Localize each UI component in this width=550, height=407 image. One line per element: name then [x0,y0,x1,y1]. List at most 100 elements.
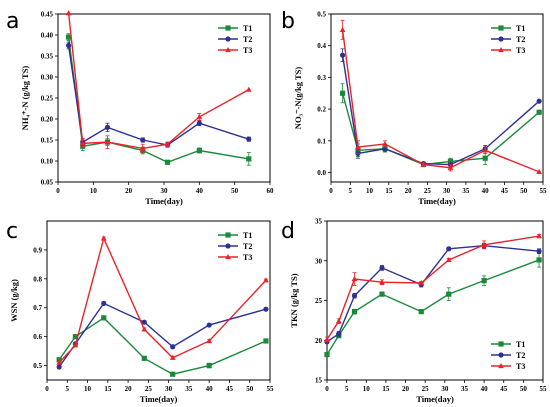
series-T2 [66,41,252,148]
series-line [67,45,250,146]
x-tick-label: 40 [481,385,489,393]
y-tick-label: 35 [315,218,323,226]
data-point [263,277,269,283]
data-point [100,235,107,241]
chart-panel-b: b 0 5 10 15 20 25 30 35 40 45 50 55 0.0 0.1 0.2 0.3 0.4 0.… [281,9,547,206]
legend-swatch-marker [498,47,504,53]
x-tick-label: 0 [329,187,333,195]
data-point [482,147,489,153]
x-tick-label: 35 [462,187,470,195]
series-line [341,55,540,166]
x-axis-label: Time(day) [140,394,178,404]
y-tick-label: 0.25 [41,95,54,103]
data-point [245,86,252,92]
legend-swatch-marker [498,36,504,42]
x-tick-label: 15 [104,385,112,393]
x-tick-label: 30 [161,187,169,195]
data-point [351,293,358,299]
y-tick-label: 0.3 [317,74,326,82]
data-point [196,120,202,126]
data-point [339,26,346,32]
data-point [72,334,78,340]
x-tick-label: 45 [226,385,234,393]
y-tick-label: 0.7 [33,304,42,312]
data-point [196,113,203,119]
y-tick-label: 0.30 [41,74,54,82]
data-point [379,279,385,285]
x-tick-label: 50 [246,385,254,393]
data-point [169,354,176,360]
x-tick-label: 0 [325,385,329,393]
legend-swatch-marker [225,232,231,238]
plot-frame [326,220,544,381]
data-point [324,351,330,358]
x-tick-label: 25 [145,385,153,393]
x-tick-label: 5 [66,385,70,393]
legend-label: T3 [243,46,252,55]
x-tick-label: 20 [405,187,413,195]
x-tick-label: 25 [424,187,432,195]
series-T3 [339,19,542,174]
legend-label: T3 [516,46,525,55]
data-point [482,155,488,161]
plot-frame [330,13,544,183]
x-tick-label: 20 [125,187,133,195]
data-point [536,109,542,115]
chart-panel-d: d 0 5 10 15 20 25 30 35 40 45 50 55 15 20 25 30 35 Time(da… [281,218,547,405]
chart-panel-c: c 0 5 10 15 20 25 30 35 40 45 50 55 0.5 0.6 0.7 0.8 0.9 Ti… [6,219,274,404]
data-point [324,336,330,342]
x-tick-label: 40 [196,187,204,195]
y-tick-label: 0.2 [317,106,326,114]
legend-label: T1 [243,231,252,240]
data-point [196,147,202,154]
x-tick-label: 10 [90,187,98,195]
x-tick-label: 30 [165,385,173,393]
x-tick-label: 50 [520,385,528,393]
x-tick-label: 50 [520,187,528,195]
y-tick-label: 0.9 [33,246,42,254]
y-tick-label: 15 [315,377,323,385]
data-point [56,359,63,365]
y-tick-label: 20 [315,337,323,345]
x-tick-label: 60 [267,187,275,195]
y-tick-label: 0.15 [41,137,54,145]
data-point [536,98,542,104]
y-axis-label: NO₃⁻-N(g/kg TS) [293,67,303,130]
x-tick-label: 35 [461,385,469,393]
plot-frame [46,220,271,381]
data-point [418,309,424,315]
legend-swatch-marker [225,36,231,42]
legend-label: T1 [243,24,252,33]
data-point [141,355,147,361]
x-tick-label: 50 [231,187,239,195]
x-tick-label: 30 [443,187,451,195]
x-tick-label: 15 [385,187,393,195]
y-tick-label: 0.20 [41,116,54,124]
data-point [66,42,72,49]
x-tick-label: 25 [422,385,430,393]
y-axis-label: WSN (g/kg) [9,279,19,322]
series-T2 [324,242,542,345]
y-tick-label: 0.0 [317,169,326,177]
y-tick-label: 0.40 [41,32,54,40]
x-tick-label: 30 [441,385,449,393]
data-point [446,246,452,252]
data-point [56,364,62,370]
data-point [335,318,342,324]
data-point [246,156,252,162]
x-axis-label: Time(day) [418,196,456,206]
data-point [536,168,542,174]
legend-swatch-marker [498,341,504,347]
data-point [164,159,171,165]
x-tick-label: 5 [345,385,349,393]
panel-letter: c [6,219,18,244]
legend: T1 T2 T3 [218,24,252,55]
series-line [326,244,540,343]
x-tick-label: 20 [125,385,133,393]
x-tick-label: 45 [500,385,508,393]
data-point [72,342,79,348]
data-point [536,233,542,239]
legend-swatch-marker [498,352,504,358]
series-T3 [65,10,252,154]
